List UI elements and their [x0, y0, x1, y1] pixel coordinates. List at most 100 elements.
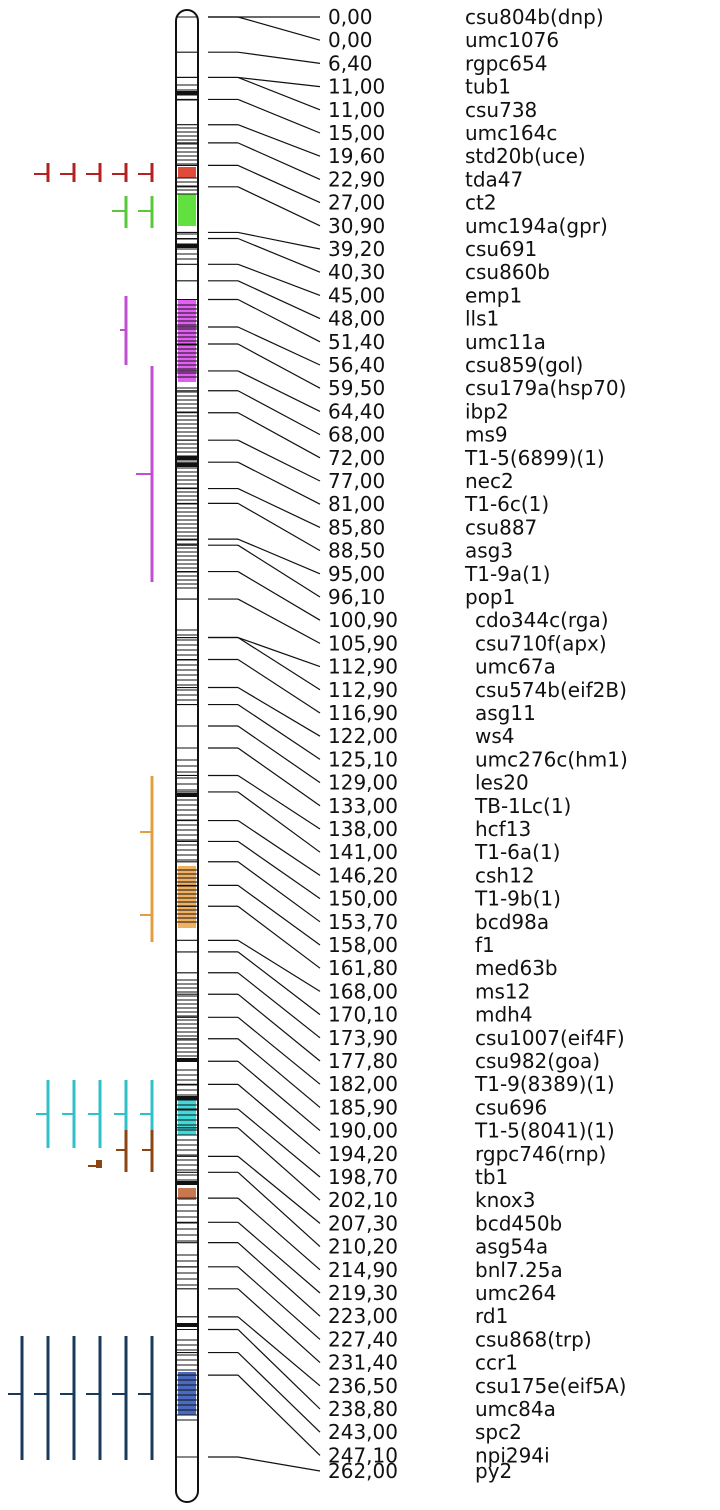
- marker-name: lls1: [465, 307, 499, 331]
- connector-diagonal: [237, 1127, 321, 1201]
- marker-position: 231,40: [328, 1351, 398, 1375]
- marker-name: csu887: [465, 515, 537, 539]
- region-highlight-cyan: [178, 1098, 196, 1135]
- marker-position: 138,00: [328, 817, 398, 841]
- marker-name: csu738: [465, 98, 537, 122]
- connector-diagonal: [237, 1266, 321, 1340]
- marker-name: csu691: [465, 237, 537, 261]
- band-thick: [177, 463, 197, 467]
- marker-name: npi294i: [475, 1443, 550, 1467]
- marker-name: T1-5(6899)(1): [464, 446, 605, 470]
- connector-diagonal: [237, 1060, 321, 1132]
- marker-name: csu574b(eif2B): [475, 678, 627, 702]
- marker-position: 45,00: [328, 283, 385, 307]
- marker-position: 51,40: [328, 330, 385, 354]
- region-highlight-red: [178, 167, 196, 178]
- connector-diagonal: [237, 840, 321, 900]
- marker-name: csu179a(hsp70): [465, 376, 626, 400]
- marker-position: 247,10: [328, 1443, 398, 1467]
- connector-diagonal: [237, 412, 321, 459]
- marker-position: 190,00: [328, 1119, 398, 1143]
- marker-name: ibp2: [465, 399, 509, 423]
- marker-position: 19,60: [328, 144, 385, 168]
- region-highlight-navy: [178, 1372, 196, 1415]
- marker-name: T1-9(8389)(1): [474, 1072, 615, 1096]
- marker-position: 11,00: [328, 98, 385, 122]
- marker-position: 182,00: [328, 1072, 398, 1096]
- connector-diagonal: [237, 16, 321, 41]
- marker-name: asg11: [475, 701, 536, 725]
- connector-diagonal: [237, 370, 321, 412]
- band-thick: [177, 793, 197, 797]
- connector-diagonal: [237, 1316, 321, 1387]
- marker-position: 150,00: [328, 887, 398, 911]
- connector-diagonal: [237, 791, 321, 853]
- band-thick: [177, 1058, 197, 1062]
- marker-name: umc264: [475, 1281, 556, 1305]
- marker-name: f1: [475, 933, 495, 957]
- marker-position: 141,00: [328, 840, 398, 864]
- connector-diagonal: [237, 687, 321, 737]
- marker-labels: 0,00 csu804b(dnp) 0,00 umc1076 6,40 rgpc654 11…: [328, 5, 628, 1483]
- marker-position: 15,00: [328, 121, 385, 145]
- marker-name: umc276c(hm1): [475, 747, 628, 771]
- marker-position: 129,00: [328, 771, 398, 795]
- marker-position: 202,10: [328, 1188, 398, 1212]
- marker-name: ms9: [465, 423, 508, 447]
- marker-position: 243,00: [328, 1420, 398, 1444]
- marker-position: 262,00: [328, 1459, 398, 1483]
- marker-name: umc1076: [465, 28, 559, 52]
- marker-position: 68,00: [328, 423, 385, 447]
- marker-position: 112,90: [328, 678, 398, 702]
- connector-diagonal: [237, 1038, 321, 1108]
- region-highlight-orange: [178, 866, 196, 928]
- connector-diagonal: [237, 544, 321, 598]
- marker-name: bcd450b: [475, 1211, 562, 1235]
- marker-name: les20: [475, 771, 529, 795]
- connector-diagonal: [237, 993, 321, 1062]
- connector-diagonal: [237, 1329, 321, 1410]
- marker-position: 177,80: [328, 1049, 398, 1073]
- marker-name: umc11a: [465, 330, 546, 354]
- connector-diagonal: [237, 659, 321, 714]
- marker-name: umc164c: [465, 121, 557, 145]
- marker-name: tub1: [465, 75, 511, 99]
- marker-position: 170,10: [328, 1003, 398, 1027]
- connector-diagonal: [237, 76, 321, 111]
- region-highlight-brown: [178, 1188, 196, 1200]
- connector-diagonal: [237, 326, 321, 366]
- connector-diagonal: [237, 1352, 321, 1433]
- connector-diagonal: [237, 280, 321, 320]
- marker-name: csu175e(eif5A): [475, 1374, 626, 1398]
- connector-diagonal: [237, 1456, 321, 1472]
- connector-diagonal: [237, 1016, 321, 1085]
- marker-position: 214,90: [328, 1258, 398, 1282]
- marker-name: mdh4: [475, 1003, 533, 1027]
- band-thick: [177, 91, 197, 95]
- connector-diagonal: [237, 747, 321, 807]
- marker-position: 223,00: [328, 1304, 398, 1328]
- marker-position: 116,90: [328, 701, 398, 725]
- marker-position: 85,80: [328, 515, 385, 539]
- marker-position: 0,00: [328, 5, 373, 29]
- connector-diagonal: [237, 124, 321, 157]
- marker-position: 112,90: [328, 655, 398, 679]
- marker-name: py2: [475, 1459, 512, 1483]
- connector-diagonal: [237, 939, 321, 992]
- connector-diagonal: [237, 343, 321, 389]
- marker-position: 105,90: [328, 631, 398, 655]
- marker-position: 40,30: [328, 260, 385, 284]
- marker-name: T1-6c(1): [464, 492, 549, 516]
- marker-name: rgpc746(rnp): [475, 1142, 606, 1166]
- marker-name: TB-1Lc(1): [474, 794, 571, 818]
- marker-name: med63b: [475, 956, 558, 980]
- connector-diagonal: [237, 1108, 321, 1178]
- marker-position: 133,00: [328, 794, 398, 818]
- connector-diagonal: [237, 884, 321, 946]
- marker-name: tb1: [475, 1165, 508, 1189]
- marker-position: 96,10: [328, 585, 385, 609]
- connector-diagonal: [237, 1374, 321, 1456]
- connector-diagonal: [237, 263, 321, 296]
- marker-name: bnl7.25a: [475, 1258, 563, 1282]
- connector-diagonal: [237, 51, 321, 64]
